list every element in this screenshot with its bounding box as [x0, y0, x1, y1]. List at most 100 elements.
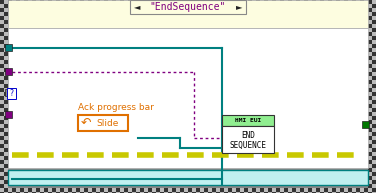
Bar: [0, 4, 4, 8]
Bar: [4, 56, 8, 60]
Bar: [368, 164, 372, 168]
Bar: [4, 16, 8, 20]
Text: HMI EUI: HMI EUI: [235, 118, 261, 123]
Bar: [28, 4, 32, 8]
Bar: [0, 180, 4, 184]
Bar: [368, 156, 372, 160]
Bar: [152, 0, 156, 4]
Bar: [364, 188, 368, 192]
Bar: [0, 104, 4, 108]
Bar: [248, 4, 252, 8]
Bar: [300, 4, 304, 8]
Bar: [276, 4, 280, 8]
Bar: [28, 192, 32, 193]
Bar: [372, 20, 376, 24]
Bar: [224, 4, 228, 8]
Bar: [372, 36, 376, 40]
Bar: [368, 20, 372, 24]
Bar: [4, 136, 8, 140]
Bar: [220, 0, 224, 4]
Bar: [72, 4, 76, 8]
Bar: [368, 32, 372, 36]
Bar: [0, 16, 4, 20]
Bar: [5, 68, 12, 75]
Bar: [320, 192, 324, 193]
Bar: [64, 0, 68, 4]
Bar: [8, 192, 12, 193]
Bar: [368, 144, 372, 148]
Text: ►: ►: [236, 3, 242, 12]
Bar: [100, 0, 104, 4]
Bar: [32, 0, 36, 4]
Bar: [116, 188, 120, 192]
Bar: [352, 188, 356, 192]
Bar: [304, 192, 308, 193]
Bar: [220, 192, 224, 193]
Bar: [8, 0, 12, 4]
Bar: [4, 80, 8, 84]
Bar: [368, 108, 372, 112]
Bar: [44, 192, 48, 193]
Bar: [372, 88, 376, 92]
Bar: [16, 188, 20, 192]
Bar: [20, 188, 24, 192]
Bar: [328, 0, 332, 4]
Bar: [8, 0, 368, 28]
Bar: [4, 12, 8, 16]
Bar: [368, 60, 372, 64]
Bar: [8, 188, 12, 192]
Bar: [240, 188, 244, 192]
Bar: [240, 4, 244, 8]
Bar: [280, 192, 284, 193]
Bar: [356, 188, 360, 192]
Bar: [372, 12, 376, 16]
Bar: [284, 4, 288, 8]
Bar: [204, 188, 208, 192]
Bar: [40, 192, 44, 193]
Bar: [372, 180, 376, 184]
Bar: [312, 188, 316, 192]
Bar: [348, 0, 352, 4]
Bar: [104, 192, 108, 193]
Bar: [336, 0, 340, 4]
Bar: [92, 192, 96, 193]
Bar: [108, 188, 112, 192]
Bar: [176, 188, 180, 192]
Bar: [96, 4, 100, 8]
Bar: [212, 192, 216, 193]
Bar: [120, 4, 124, 8]
Bar: [288, 192, 292, 193]
Bar: [52, 188, 56, 192]
Bar: [180, 0, 184, 4]
Bar: [340, 0, 344, 4]
Bar: [84, 0, 88, 4]
Bar: [288, 4, 292, 8]
Bar: [204, 4, 208, 8]
Bar: [316, 192, 320, 193]
Bar: [216, 192, 220, 193]
Text: ◄: ◄: [134, 3, 140, 12]
Bar: [28, 188, 32, 192]
Bar: [168, 4, 172, 8]
Bar: [368, 52, 372, 56]
Bar: [0, 152, 4, 156]
Bar: [12, 188, 16, 192]
Bar: [180, 192, 184, 193]
Bar: [236, 188, 240, 192]
Bar: [328, 192, 332, 193]
Bar: [256, 4, 260, 8]
Bar: [308, 192, 312, 193]
Bar: [372, 108, 376, 112]
Bar: [32, 4, 36, 8]
Bar: [0, 84, 4, 88]
Bar: [212, 188, 216, 192]
Bar: [216, 0, 220, 4]
Bar: [20, 192, 24, 193]
Bar: [16, 4, 20, 8]
Bar: [0, 140, 4, 144]
Bar: [344, 0, 348, 4]
Bar: [4, 4, 8, 8]
Bar: [368, 180, 372, 184]
Bar: [368, 56, 372, 60]
Bar: [112, 0, 116, 4]
